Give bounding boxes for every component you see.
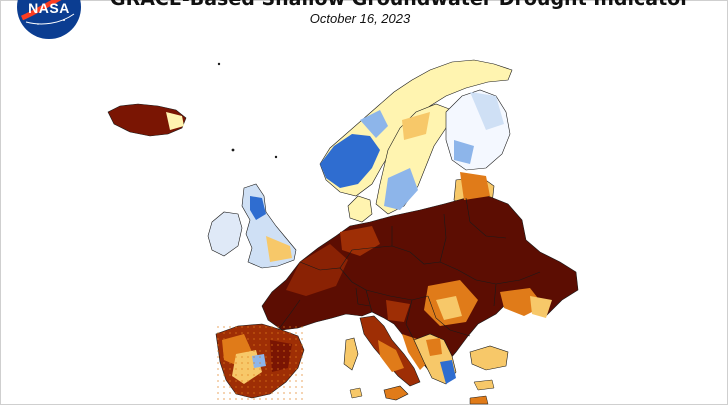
nasa-meatball-icon <box>17 0 81 39</box>
denmark-region <box>347 195 373 223</box>
sicily-region <box>383 385 409 401</box>
nasa-logo-text: NASA <box>28 0 70 16</box>
country-borders <box>277 197 541 341</box>
map-title: GRACE-Based Shallow Groundwater Drought … <box>110 0 690 10</box>
map-date: October 16, 2023 <box>309 11 411 26</box>
iceland-region <box>107 103 187 137</box>
ireland-region <box>207 211 243 257</box>
sardinia-region <box>343 337 359 371</box>
turkey-region <box>469 345 509 371</box>
